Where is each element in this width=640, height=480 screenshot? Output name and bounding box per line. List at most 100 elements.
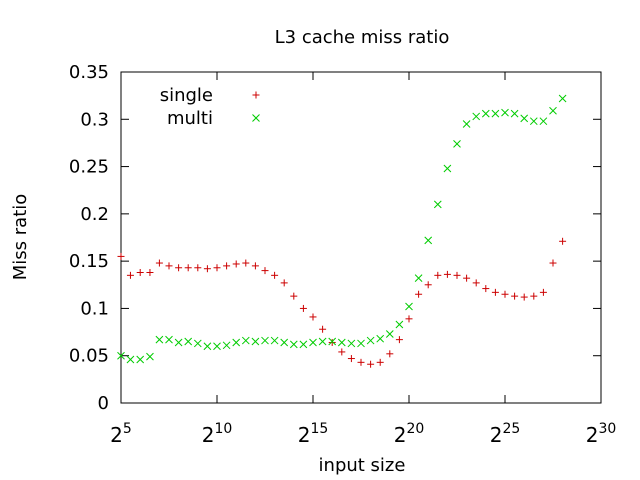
y-tick-label: 0.05 <box>69 346 109 367</box>
data-point-single <box>347 355 355 363</box>
data-point-multi <box>510 109 519 118</box>
data-point-multi <box>222 341 231 350</box>
x-tick-exponent: 25 <box>502 421 520 437</box>
x-tick-base: 2 <box>490 423 503 447</box>
data-point-multi <box>280 338 289 347</box>
x-tick-label: 25 <box>110 421 132 447</box>
data-point-single <box>328 338 336 346</box>
data-point-single <box>146 268 154 276</box>
data-point-multi <box>193 339 202 348</box>
plot-frame <box>120 71 602 404</box>
data-point-multi <box>376 334 385 343</box>
data-point-single <box>443 270 451 278</box>
data-point-single <box>136 268 144 276</box>
data-point-single <box>482 285 490 293</box>
x-tick-base: 2 <box>394 423 407 447</box>
series-single <box>117 237 567 368</box>
data-point-multi <box>126 355 135 364</box>
data-point-single <box>309 313 317 321</box>
x-axis-ticks: 25 210 215 220 225 230 <box>110 72 616 447</box>
data-point-multi <box>136 355 145 364</box>
data-point-multi <box>165 335 173 344</box>
data-point-single <box>261 267 269 275</box>
x-tick-label: 225 <box>490 421 521 447</box>
y-tick-label: 0.25 <box>69 157 109 178</box>
data-point-multi <box>251 337 260 346</box>
x-tick-label: 230 <box>586 421 617 447</box>
data-point-multi <box>433 200 442 209</box>
x-tick-label: 215 <box>298 421 329 447</box>
x-tick-exponent: 20 <box>406 421 424 437</box>
data-point-multi <box>549 106 557 115</box>
data-point-multi <box>357 339 365 348</box>
data-point-multi <box>462 120 471 128</box>
data-point-single <box>126 271 134 279</box>
data-point-single <box>559 237 567 245</box>
y-tick-label: 0.15 <box>69 251 109 272</box>
data-point-single <box>271 271 279 279</box>
x-tick-base: 2 <box>110 423 123 447</box>
data-point-multi <box>146 352 154 361</box>
y-tick-label: 0.35 <box>69 62 109 83</box>
data-point-multi <box>117 351 125 360</box>
data-point-single <box>434 271 442 279</box>
data-point-single <box>338 348 346 356</box>
data-point-multi <box>501 108 509 117</box>
data-point-multi <box>318 337 327 346</box>
data-point-single <box>194 264 202 272</box>
data-point-multi <box>472 112 481 121</box>
data-point-multi <box>443 164 452 173</box>
x-tick-exponent: 10 <box>214 421 232 437</box>
chart-title: L3 cache miss ratio <box>275 27 450 48</box>
data-point-multi <box>453 140 461 148</box>
x-tick-label: 210 <box>202 421 233 447</box>
data-point-multi <box>289 340 298 349</box>
data-point-multi <box>366 336 375 345</box>
data-point-multi <box>529 117 538 126</box>
data-point-single <box>232 260 240 268</box>
x-tick-exponent: 5 <box>123 421 132 437</box>
data-point-single <box>395 336 403 344</box>
data-point-multi <box>539 117 548 126</box>
x-tick-label: 220 <box>394 421 425 447</box>
data-point-multi <box>309 338 317 347</box>
data-point-multi <box>414 274 423 283</box>
data-point-multi <box>299 340 308 349</box>
data-point-multi <box>184 337 193 346</box>
y-tick-label: 0 <box>98 393 109 414</box>
data-point-multi <box>337 338 346 347</box>
data-point-single <box>299 304 307 312</box>
data-point-multi <box>481 109 490 118</box>
data-point-single <box>165 262 173 270</box>
x-tick-base: 2 <box>202 423 215 447</box>
y-axis-label: Miss ratio <box>10 194 31 281</box>
data-point-multi <box>520 114 529 123</box>
data-point-single <box>319 325 327 333</box>
data-point-multi <box>155 335 164 344</box>
y-tick-label: 0.3 <box>80 109 109 130</box>
data-point-multi <box>261 336 269 345</box>
data-point-single <box>242 259 250 267</box>
data-point-single <box>357 358 365 366</box>
data-point-single <box>213 264 221 272</box>
data-point-single <box>203 265 211 273</box>
data-point-single <box>223 262 231 270</box>
legend-marker-multi <box>252 114 260 122</box>
data-point-multi <box>558 94 567 103</box>
x-tick-exponent: 30 <box>598 421 616 437</box>
data-point-single <box>530 292 538 300</box>
data-point-multi <box>174 338 183 347</box>
series-multi <box>117 94 567 364</box>
data-point-single <box>415 290 423 298</box>
data-point-single <box>376 358 384 366</box>
y-tick-label: 0.2 <box>80 204 109 225</box>
data-point-single <box>251 262 259 270</box>
data-point-multi <box>328 337 337 346</box>
data-point-single <box>117 252 125 260</box>
data-point-single <box>511 292 519 300</box>
data-point-multi <box>385 330 394 338</box>
x-tick-exponent: 15 <box>310 421 328 437</box>
data-point-multi <box>232 338 241 347</box>
data-point-multi <box>395 320 404 329</box>
